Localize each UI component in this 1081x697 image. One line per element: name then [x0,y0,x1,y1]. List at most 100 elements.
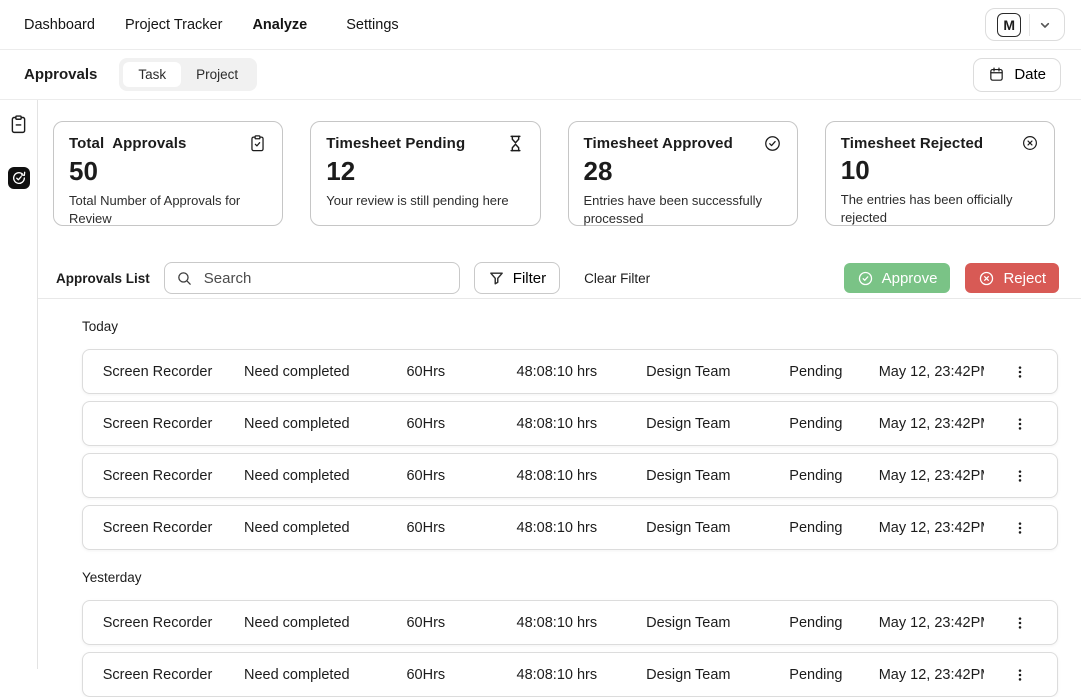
row-cell-team: Design Team [646,363,731,380]
list-toolbar: Approvals List Filter Clear Filter Appro… [38,262,1081,294]
group-rows: Screen Recorder Need completed 60Hrs 48:… [82,600,1058,697]
tab-task[interactable]: Task [123,62,182,87]
search-input[interactable] [201,268,448,288]
filter-icon [488,270,505,287]
group-rows: Screen Recorder Need completed 60Hrs 48:… [82,349,1058,550]
card-title: Timesheet Rejected [840,134,984,152]
row-cell-team: Design Team [646,519,731,536]
card-value: 12 [326,156,356,186]
account-menu[interactable]: M [985,8,1065,41]
date-button[interactable]: Date [973,57,1061,92]
row-cell-allocated-hours: 60Hrs [406,666,446,683]
row-cell-note: Need completed [243,666,350,683]
row-cell-note: Need completed [243,415,350,432]
nav-item-settings[interactable]: Settings [346,16,399,33]
row-cell-allocated-hours: 60Hrs [406,519,446,536]
row-cell-allocated-hours: 60Hrs [406,363,446,380]
card-description: Total Number of Approvals for Review [69,193,241,227]
card-value: 50 [69,156,98,186]
card-value: 10 [840,155,870,185]
row-cell-task: Screen Recorder [102,467,213,484]
task-project-toggle: Task Project [119,58,258,91]
row-cell-team: Design Team [646,666,731,683]
x-circle-icon [1021,134,1039,152]
chevron-down-icon[interactable] [1037,17,1053,33]
hourglass-icon [506,134,525,153]
content: Total Approvals 50 Total Number of Appro… [38,100,1081,697]
approvals-check-icon[interactable] [7,167,30,189]
clipboard-check-icon [248,134,267,153]
approve-button[interactable]: Approve [843,263,951,293]
card-value: 28 [583,156,613,186]
nav-item-analyze[interactable]: Analyze [252,16,308,33]
row-cell-task: Screen Recorder [102,519,213,536]
reject-button-label: Reject [1003,269,1046,287]
card-title: Timesheet Pending [326,135,466,152]
row-cell-tracked-hours: 48:08:10 hrs [516,467,598,484]
row-cell-note: Need completed [243,467,350,484]
row-cell-task: Screen Recorder [102,614,213,631]
row-cell-tracked-hours: 48:08:10 hrs [516,415,598,432]
card-timesheet-rejected: Timesheet Rejected 10 The entries has be… [824,121,1055,226]
row-cell-datetime: May 12, 23:42PM [878,363,984,380]
top-nav: Dashboard Project Tracker Analyze Settin… [0,0,1081,50]
nav-item-project-tracker[interactable]: Project Tracker [124,16,223,33]
reject-button[interactable]: Reject [965,263,1059,293]
row-cell-datetime: May 12, 23:42PM [878,415,984,432]
card-description: Your review is still pending here [326,193,509,208]
row-cell-status: Pending [789,363,843,380]
filter-button-label: Filter [512,269,547,287]
row-cell-status: Pending [789,614,843,631]
card-timesheet-pending: Timesheet Pending 12 Your review is stil… [310,121,541,226]
row-cell-team: Design Team [646,467,731,484]
card-title: Timesheet Approved [583,135,733,152]
row-cell-note: Need completed [243,519,350,536]
search-box[interactable] [163,262,460,294]
clipboard-icon[interactable] [8,114,29,135]
row-cell-allocated-hours: 60Hrs [406,614,446,631]
row-kebab-menu-icon[interactable] [984,415,1057,433]
row-kebab-menu-icon[interactable] [984,666,1057,684]
filter-button[interactable]: Filter [473,262,561,294]
main-area: Total Approvals 50 Total Number of Appro… [0,100,1081,697]
list-group: Yesterday Screen Recorder Need completed… [82,570,1058,697]
check-circle-icon [857,270,874,287]
row-cell-tracked-hours: 48:08:10 hrs [516,363,598,380]
approvals-header: Approvals Task Project Date [0,50,1081,100]
search-icon [176,270,193,287]
tab-project[interactable]: Project [196,67,239,82]
card-description: The entries has been officially rejected [840,192,1013,226]
row-cell-status: Pending [789,467,843,484]
row-cell-team: Design Team [646,614,731,631]
group-label: Today [82,319,119,334]
row-cell-status: Pending [789,666,843,683]
table-row: Screen Recorder Need completed 60Hrs 48:… [82,505,1058,550]
row-cell-allocated-hours: 60Hrs [406,467,446,484]
row-cell-status: Pending [789,415,843,432]
check-circle-icon [763,134,782,153]
row-cell-task: Screen Recorder [102,666,213,683]
nav-item-dashboard[interactable]: Dashboard [24,16,95,33]
clear-filter-link[interactable]: Clear Filter [584,270,651,286]
row-cell-allocated-hours: 60Hrs [406,415,446,432]
table-row: Screen Recorder Need completed 60Hrs 48:… [82,652,1058,697]
row-cell-tracked-hours: 48:08:10 hrs [516,519,598,536]
x-circle-icon [978,270,995,287]
divider [38,298,1081,299]
card-total-approvals: Total Approvals 50 Total Number of Appro… [53,121,284,227]
divider [1028,13,1030,36]
row-cell-status: Pending [789,519,843,536]
row-cell-note: Need completed [243,363,350,380]
stat-cards: Total Approvals 50 Total Number of Appro… [38,100,1081,226]
row-cell-datetime: May 12, 23:42PM [878,614,984,631]
approvals-list: Today Screen Recorder Need completed 60H… [38,319,1081,697]
row-kebab-menu-icon[interactable] [984,363,1057,381]
card-title: Total Approvals [69,135,187,152]
table-row: Screen Recorder Need completed 60Hrs 48:… [82,453,1058,498]
calendar-icon [988,66,1005,83]
date-button-label: Date [1014,66,1046,83]
row-kebab-menu-icon[interactable] [984,614,1057,632]
table-row: Screen Recorder Need completed 60Hrs 48:… [82,401,1058,446]
row-kebab-menu-icon[interactable] [984,519,1057,537]
row-kebab-menu-icon[interactable] [984,467,1057,485]
